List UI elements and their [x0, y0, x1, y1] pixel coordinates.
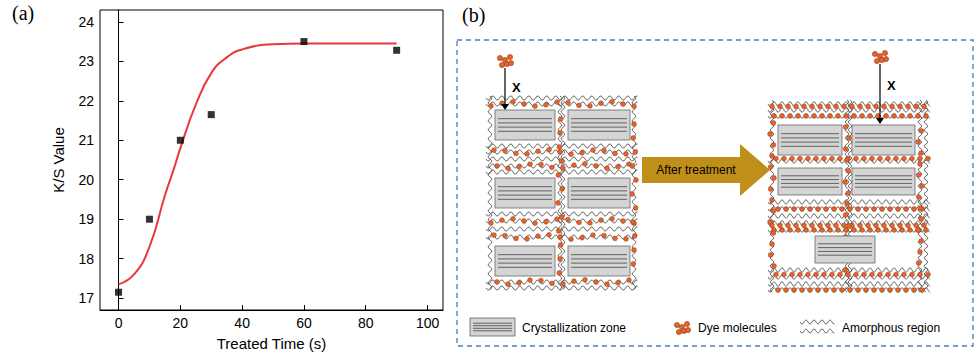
svg-text:X: X [887, 78, 896, 93]
svg-text:24: 24 [78, 14, 94, 30]
svg-text:X: X [512, 80, 521, 95]
svg-text:20: 20 [78, 172, 94, 188]
svg-text:Treated Time (s): Treated Time (s) [217, 335, 326, 352]
svg-text:22: 22 [78, 93, 94, 109]
svg-text:18: 18 [78, 251, 94, 267]
svg-text:80: 80 [358, 315, 374, 331]
svg-text:Crystallization zone: Crystallization zone [522, 321, 626, 335]
svg-text:100: 100 [416, 315, 440, 331]
svg-text:Dye molecules: Dye molecules [698, 321, 777, 335]
svg-text:Amorphous region: Amorphous region [842, 321, 940, 335]
svg-text:19: 19 [78, 211, 94, 227]
svg-text:40: 40 [234, 315, 250, 331]
svg-text:20: 20 [173, 315, 189, 331]
svg-text:23: 23 [78, 53, 94, 69]
svg-text:K/S Value: K/S Value [50, 127, 67, 193]
svg-text:60: 60 [296, 315, 312, 331]
svg-text:After treatment: After treatment [656, 163, 736, 177]
html-text:(a): (a) [12, 2, 35, 24]
svg-text:21: 21 [78, 132, 94, 148]
svg-text:17: 17 [78, 290, 94, 306]
svg-text:(b): (b) [462, 4, 485, 27]
svg-text:0: 0 [115, 315, 123, 331]
